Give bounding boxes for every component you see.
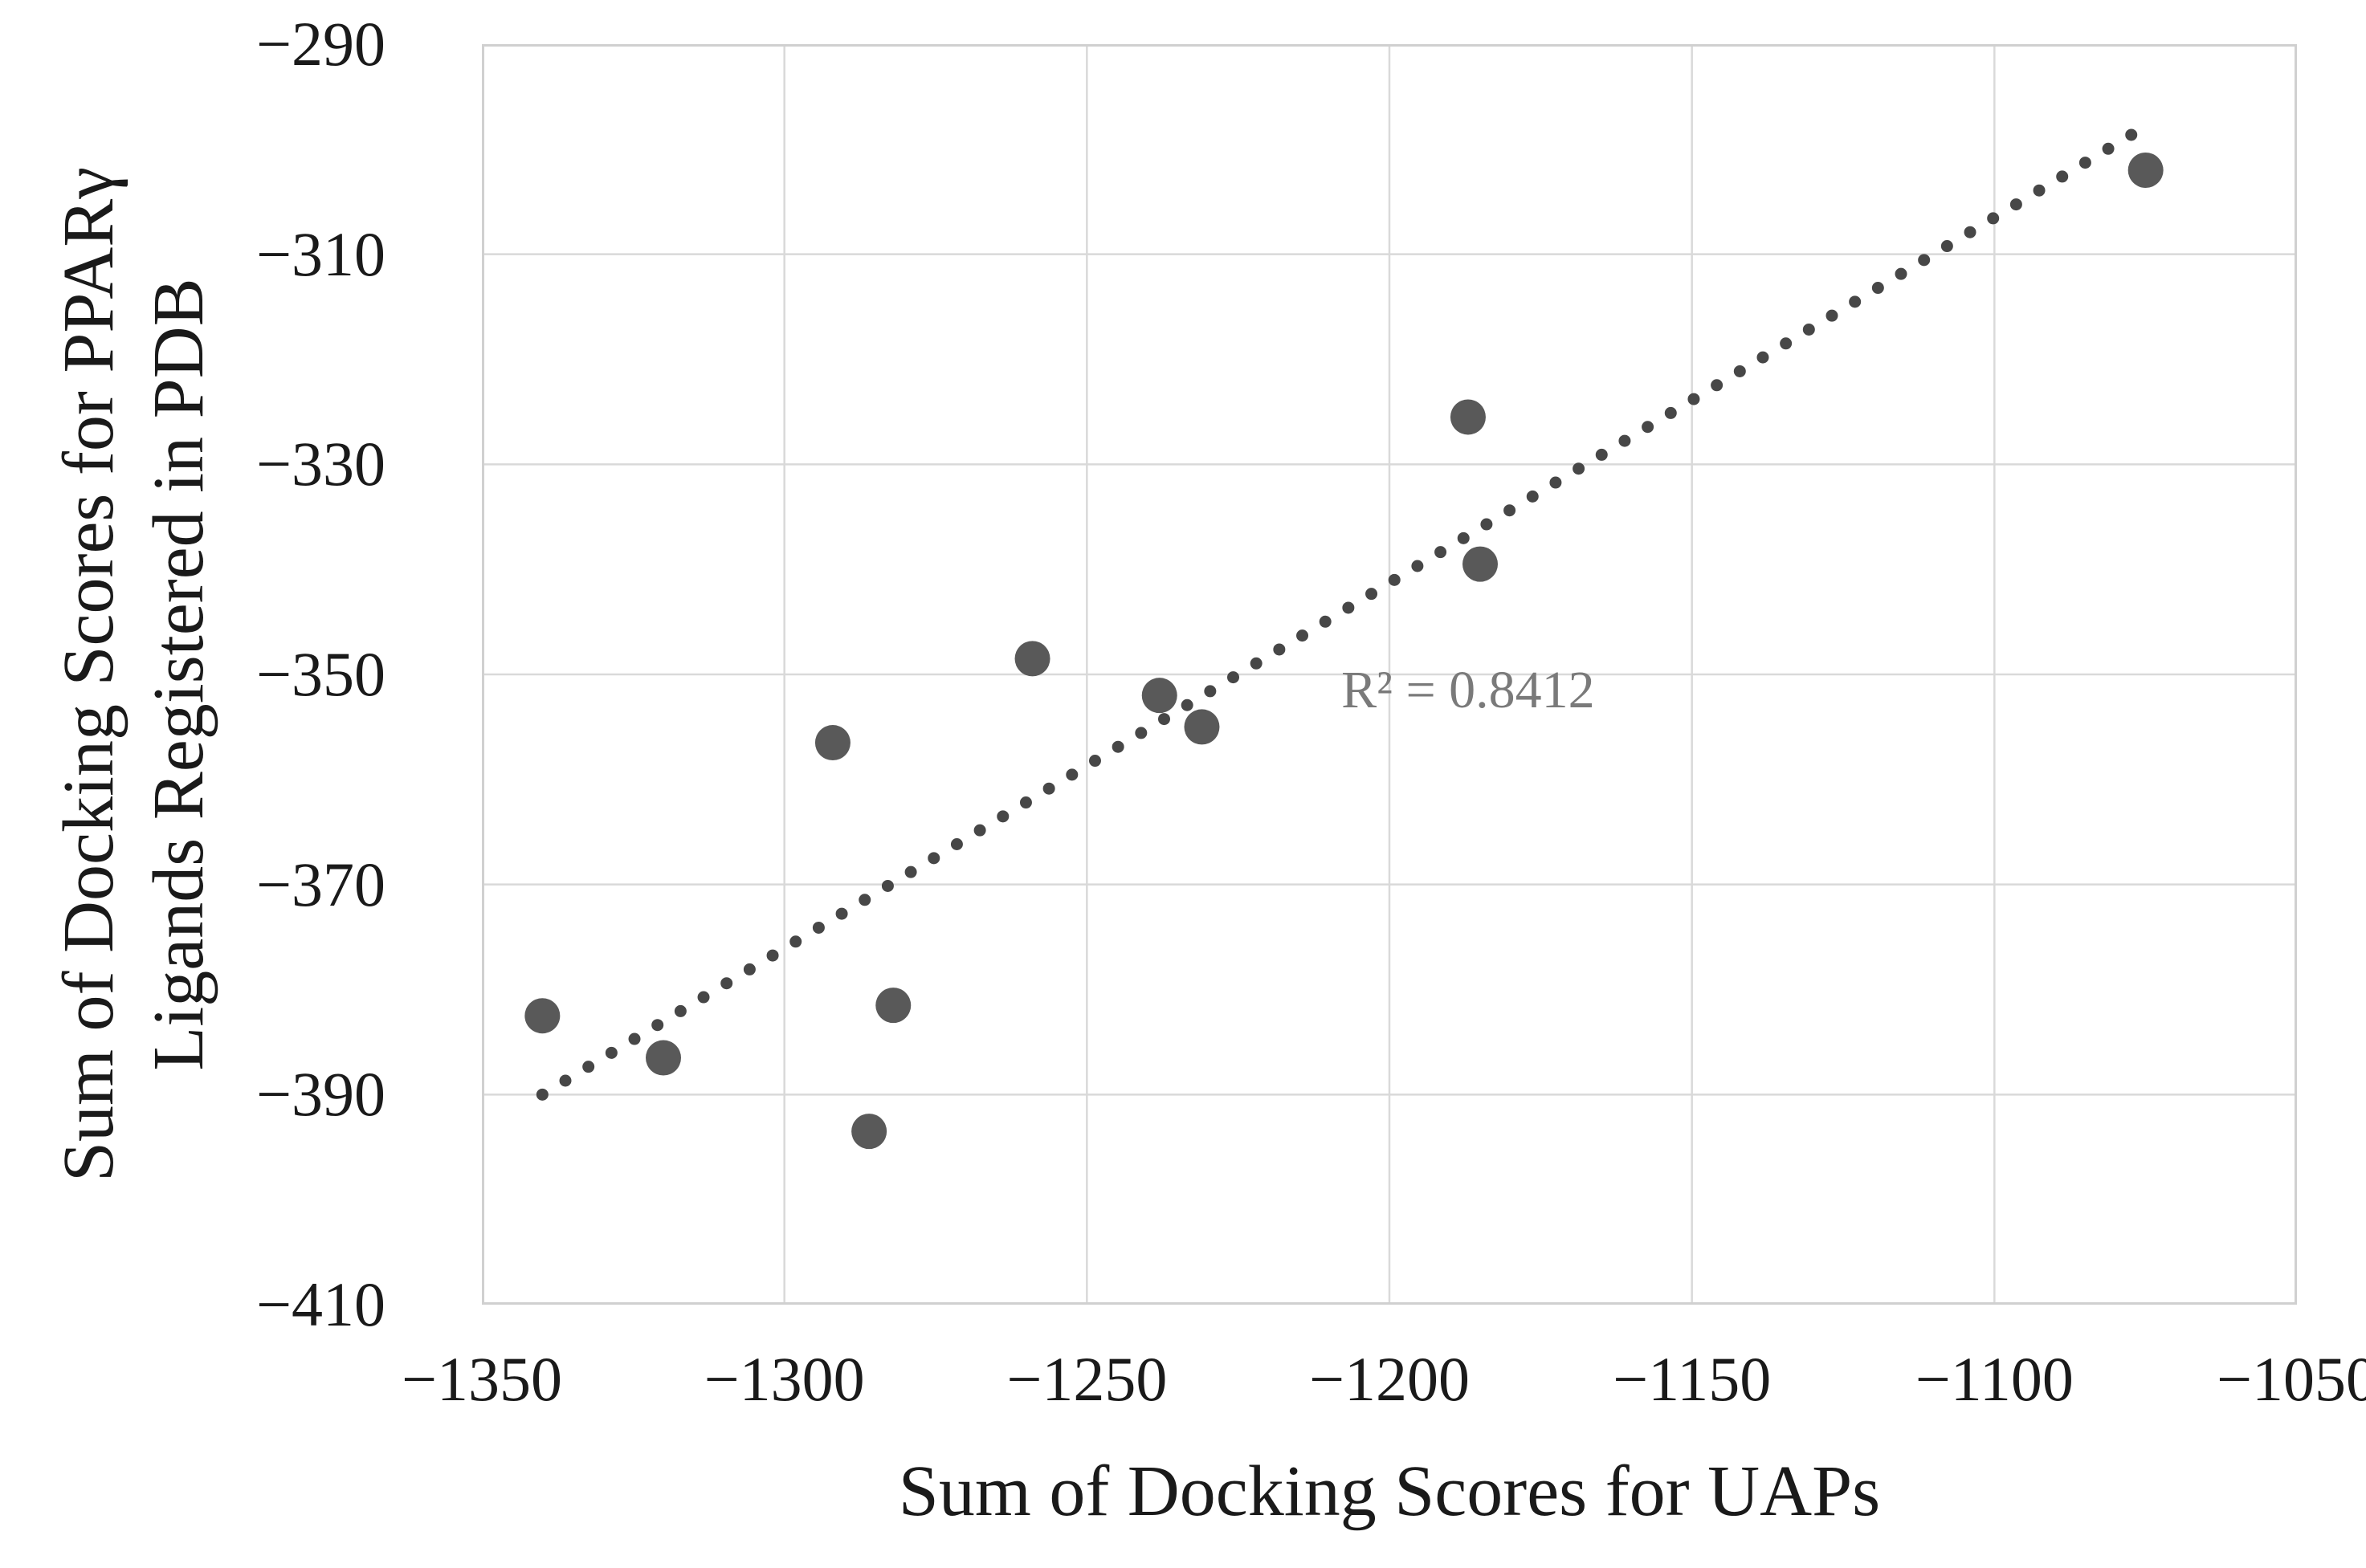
data-point <box>2127 153 2164 188</box>
x-tick-label: −1200 <box>1309 1344 1470 1414</box>
data-point <box>1014 641 1050 677</box>
y-tick-label: −390 <box>256 1059 385 1130</box>
data-point <box>1184 709 1220 745</box>
x-tick-label: −1350 <box>402 1344 562 1414</box>
x-tick-label: −1300 <box>704 1344 865 1414</box>
x-tick-label: −1150 <box>1613 1344 1772 1414</box>
data-point <box>524 998 561 1034</box>
x-tick-label: −1250 <box>1006 1344 1168 1414</box>
y-tick-label: −410 <box>256 1269 385 1339</box>
data-point <box>1450 399 1486 435</box>
y-tick-label: −350 <box>256 639 385 709</box>
y-tick-label: −310 <box>256 218 385 289</box>
data-point <box>1141 678 1177 714</box>
y-tick-label: −370 <box>256 849 385 919</box>
plot-border <box>482 44 2297 1305</box>
y-tick-label: −290 <box>256 9 385 79</box>
x-axis-title: Sum of Docking Scores for UAPs <box>898 1452 1881 1531</box>
plot-canvas <box>482 44 2297 1305</box>
data-point <box>814 725 851 761</box>
x-tick-label: −1100 <box>1915 1344 2074 1414</box>
plot-area <box>482 44 2297 1305</box>
x-tick-label: −1050 <box>2217 1344 2366 1414</box>
data-point <box>875 988 912 1024</box>
r-squared-annotation: R² = 0.8412 <box>1341 660 1595 719</box>
data-point <box>1462 546 1498 582</box>
y-axis-title-line1: Sum of Docking Scores for PPARγ <box>49 167 128 1182</box>
trendline <box>536 127 2140 1101</box>
data-point <box>851 1114 887 1150</box>
y-tick-label: −330 <box>256 429 385 499</box>
data-point <box>646 1040 681 1076</box>
